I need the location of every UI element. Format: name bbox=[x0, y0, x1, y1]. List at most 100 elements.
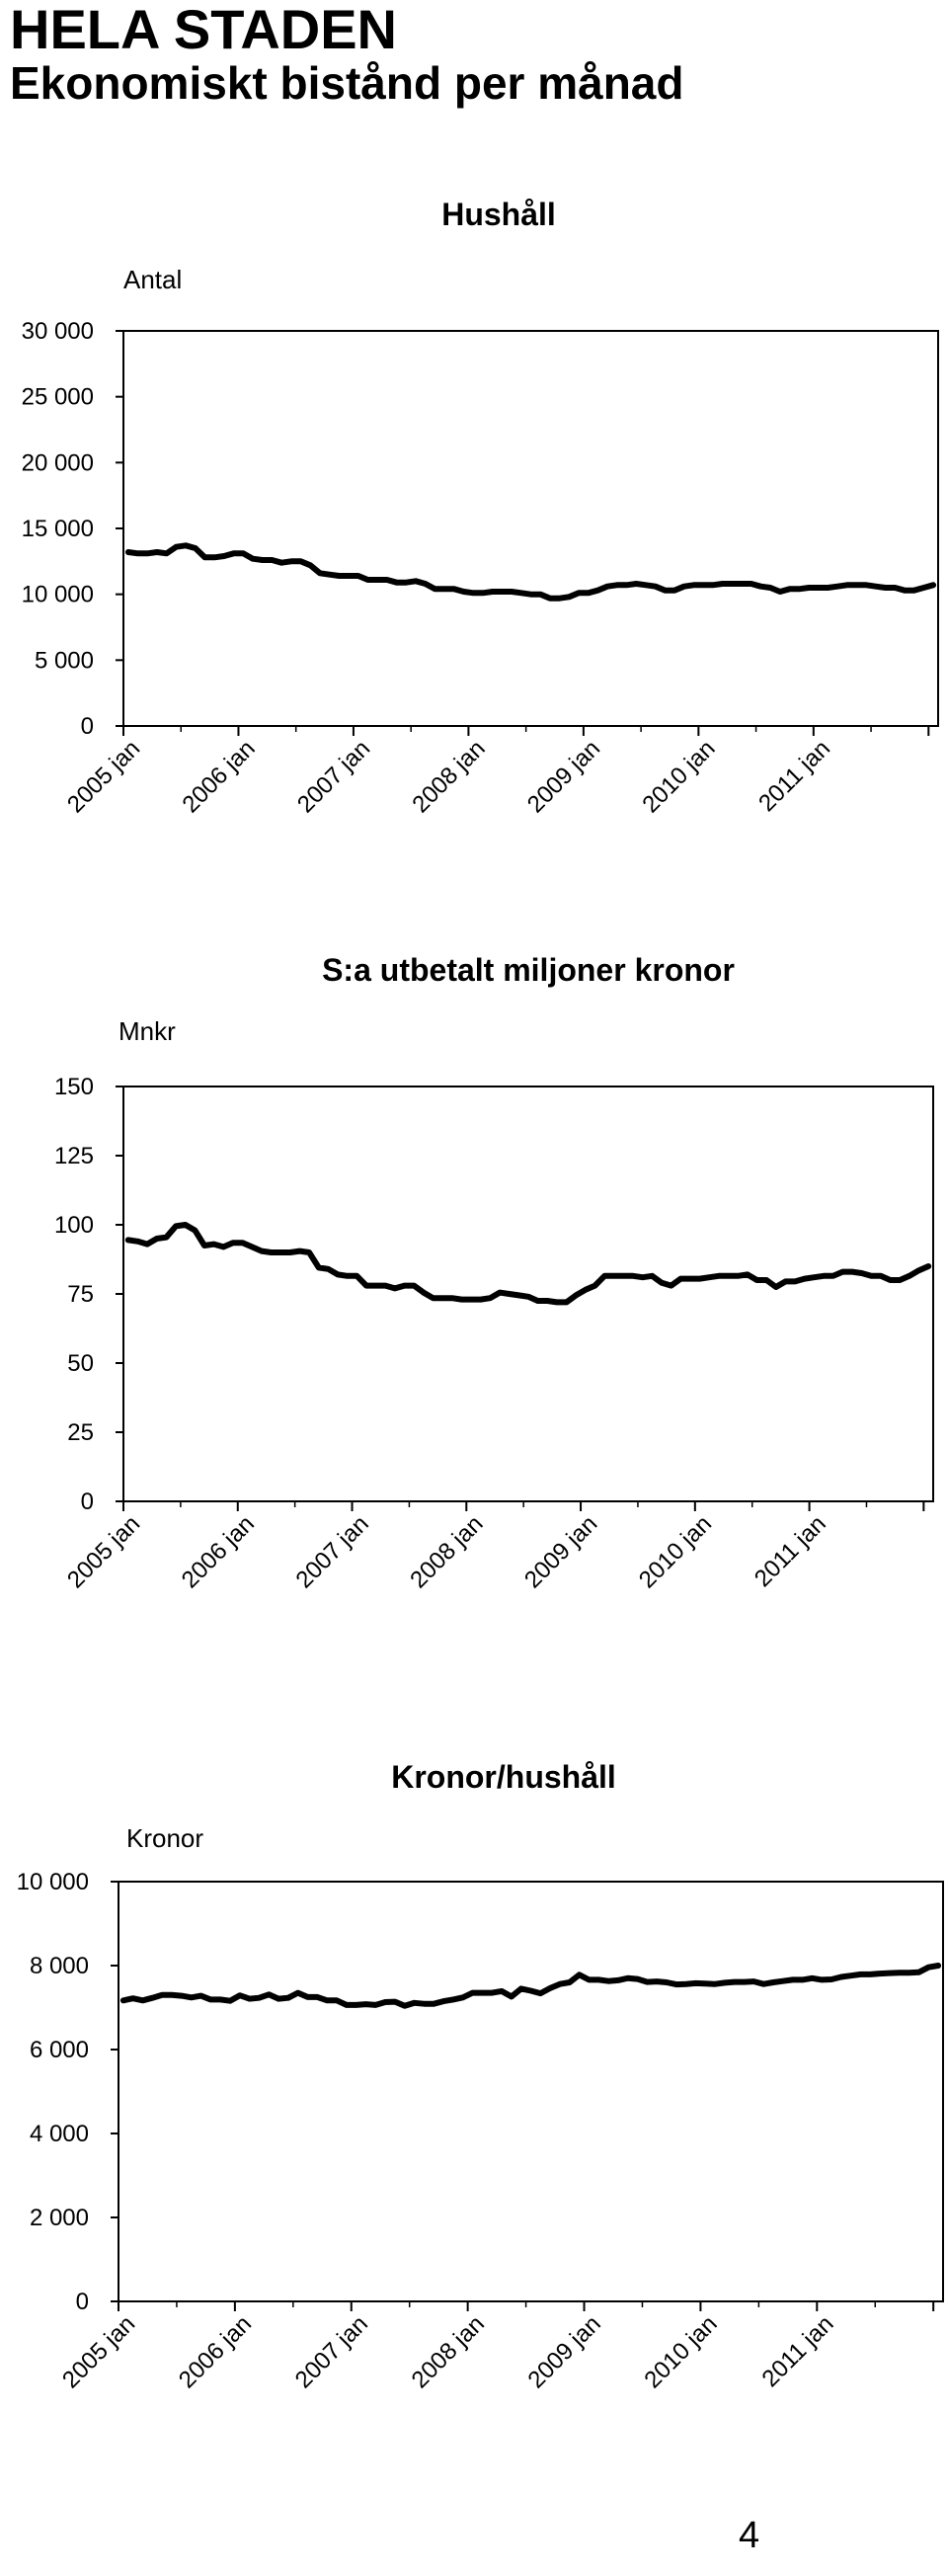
data-point bbox=[183, 1222, 189, 1228]
data-point bbox=[773, 1284, 779, 1290]
data-point bbox=[276, 1996, 281, 2002]
data-point bbox=[499, 1988, 505, 1994]
data-point bbox=[920, 585, 927, 591]
x-tick-label: 2008 jan bbox=[405, 1510, 488, 1593]
y-tick-label: 25 bbox=[67, 1419, 94, 1446]
series-line bbox=[124, 1222, 932, 1306]
data-point bbox=[745, 1271, 750, 1277]
data-point bbox=[525, 1294, 531, 1300]
data-point bbox=[441, 586, 447, 592]
data-point bbox=[848, 1972, 854, 1978]
page-subtitle: Ekonomiskt bistånd per månad bbox=[10, 57, 684, 109]
data-point bbox=[669, 1283, 674, 1289]
data-point bbox=[915, 1267, 922, 1273]
data-point bbox=[605, 1978, 611, 1984]
data-point bbox=[268, 1249, 275, 1255]
x-tick-label: 2007 jan bbox=[291, 1510, 374, 1593]
data-point bbox=[217, 1996, 223, 2002]
data-point bbox=[888, 1277, 894, 1283]
x-tick-label: 2005 jan bbox=[62, 735, 145, 818]
x-tick-label: 2007 jan bbox=[292, 735, 375, 818]
data-point bbox=[780, 1978, 786, 1984]
series-line bbox=[124, 542, 937, 602]
data-point bbox=[649, 1273, 656, 1279]
data-point bbox=[749, 581, 754, 587]
data-point bbox=[935, 1963, 941, 1969]
data-point bbox=[739, 581, 745, 587]
data-point bbox=[518, 590, 524, 596]
data-point bbox=[722, 1979, 728, 1985]
data-point bbox=[690, 582, 697, 588]
data-point bbox=[240, 1240, 246, 1246]
data-point bbox=[673, 1981, 679, 1987]
data-point bbox=[863, 582, 869, 588]
data-point bbox=[716, 1273, 722, 1279]
data-point bbox=[307, 562, 313, 568]
data-point bbox=[247, 1996, 253, 2002]
data-point bbox=[470, 1990, 476, 1996]
data-point bbox=[470, 590, 476, 596]
data-point bbox=[537, 592, 543, 598]
data-point bbox=[867, 1972, 873, 1977]
data-point bbox=[221, 553, 227, 559]
data-point bbox=[163, 1235, 169, 1241]
data-point bbox=[802, 1276, 808, 1282]
data-point bbox=[372, 2002, 378, 2008]
data-point bbox=[853, 582, 860, 588]
data-point bbox=[644, 1979, 651, 1985]
chart-paid-out: S:a utbetalt miljoner kronor Mnkr 0 25 50 75 1… bbox=[0, 933, 948, 1684]
y-tick-label: 10 000 bbox=[22, 582, 94, 608]
data-point bbox=[277, 1249, 283, 1255]
y-tick-label: 0 bbox=[81, 713, 94, 740]
data-point bbox=[461, 589, 467, 595]
data-point bbox=[902, 588, 908, 594]
chart-title: S:a utbetalt miljoner kronor bbox=[322, 952, 735, 988]
data-point bbox=[750, 1978, 757, 1984]
data-point bbox=[732, 1979, 738, 1985]
data-point bbox=[787, 586, 793, 592]
data-point bbox=[726, 1273, 732, 1279]
data-point bbox=[706, 1274, 712, 1280]
data-point bbox=[346, 573, 352, 579]
data-point bbox=[838, 1973, 844, 1980]
data-point bbox=[363, 1283, 369, 1289]
data-point bbox=[892, 585, 898, 591]
data-point bbox=[382, 1283, 388, 1289]
data-point bbox=[930, 582, 936, 588]
data-point bbox=[825, 585, 831, 591]
data-point bbox=[633, 581, 639, 587]
data-point bbox=[421, 2001, 427, 2007]
data-point bbox=[630, 1273, 636, 1279]
data-point bbox=[624, 582, 630, 588]
data-point bbox=[554, 1299, 560, 1305]
data-point bbox=[576, 590, 582, 596]
data-point bbox=[237, 1992, 243, 1998]
data-point bbox=[260, 557, 266, 563]
data-point bbox=[211, 554, 217, 560]
data-point bbox=[392, 1999, 398, 2005]
data-point bbox=[640, 1274, 646, 1280]
data-point bbox=[544, 1298, 550, 1304]
data-point bbox=[742, 1979, 748, 1985]
data-point bbox=[720, 581, 726, 587]
data-point bbox=[700, 582, 706, 588]
data-point bbox=[120, 1997, 126, 2003]
x-tick-label: 2005 jan bbox=[57, 2310, 140, 2393]
data-point bbox=[635, 1976, 641, 1982]
data-point bbox=[925, 1263, 931, 1269]
y-unit-label: Mnkr bbox=[118, 1016, 176, 1046]
data-point bbox=[423, 581, 429, 587]
data-point bbox=[907, 1273, 912, 1279]
data-point bbox=[654, 1978, 660, 1984]
data-point bbox=[135, 550, 141, 556]
data-point bbox=[792, 1278, 798, 1284]
data-point bbox=[594, 588, 601, 594]
data-point bbox=[354, 1273, 359, 1279]
data-point bbox=[250, 556, 256, 562]
data-point bbox=[782, 1278, 789, 1284]
data-point bbox=[164, 550, 170, 556]
data-point bbox=[681, 584, 687, 590]
y-tick-label: 25 000 bbox=[22, 384, 94, 411]
data-point bbox=[411, 1283, 417, 1289]
data-point bbox=[230, 1240, 236, 1246]
